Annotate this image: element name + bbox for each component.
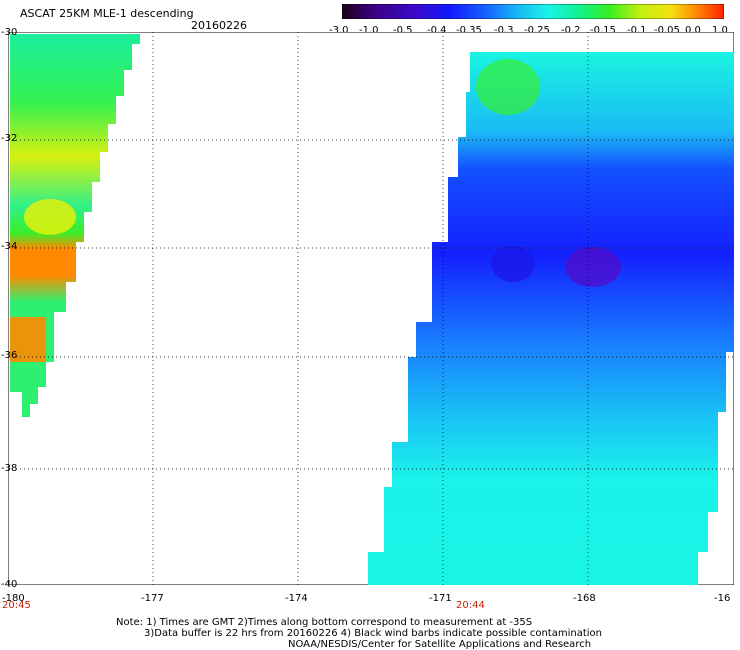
lat-label: -40 xyxy=(1,579,18,590)
note-line-2: 3)Data buffer is 22 hrs from 20160226 4)… xyxy=(144,628,602,639)
lat-label: -32 xyxy=(1,133,18,144)
colorbar-label: 1.0 xyxy=(712,25,728,36)
colorbar-label: -0.15 xyxy=(590,25,616,36)
lat-label: -30 xyxy=(1,27,18,38)
lat-label: -34 xyxy=(1,241,18,252)
lon-label: -174 xyxy=(285,593,308,604)
date-label: 20160226 xyxy=(191,19,247,32)
lon-label: -168 xyxy=(573,593,596,604)
time-label: 20:44 xyxy=(456,600,485,611)
colorbar-label: -0.05 xyxy=(654,25,680,36)
credit-line: NOAA/NESDIS/Center for Satellite Applica… xyxy=(288,639,592,650)
lon-label: -171 xyxy=(429,593,452,604)
colorbar-label: -0.1 xyxy=(627,25,647,36)
lon-label: -180 xyxy=(2,593,25,604)
colorbar-label: -3.0 xyxy=(329,25,349,36)
colorbar xyxy=(342,4,724,19)
colorbar-label: -1.0 xyxy=(359,25,379,36)
swath-map xyxy=(8,32,734,585)
colorbar-label: -0.5 xyxy=(393,25,413,36)
colorbar-label: -0.4 xyxy=(427,25,447,36)
colorbar-label: -0.35 xyxy=(456,25,482,36)
colorbar-label: -0.2 xyxy=(561,25,581,36)
lat-label: -38 xyxy=(1,463,18,474)
product-title: ASCAT 25KM MLE-1 descending xyxy=(20,7,194,20)
lon-label: -177 xyxy=(141,593,164,604)
colorbar-label: 0.0 xyxy=(685,25,701,36)
lon-label: -16 xyxy=(714,593,731,604)
time-label: 20:45 xyxy=(2,600,31,611)
lat-label: -36 xyxy=(1,350,18,361)
colorbar-label: -0.3 xyxy=(494,25,514,36)
colorbar-label: -0.25 xyxy=(524,25,550,36)
note-line-1: Note: 1) Times are GMT 2)Times along bot… xyxy=(116,617,533,628)
